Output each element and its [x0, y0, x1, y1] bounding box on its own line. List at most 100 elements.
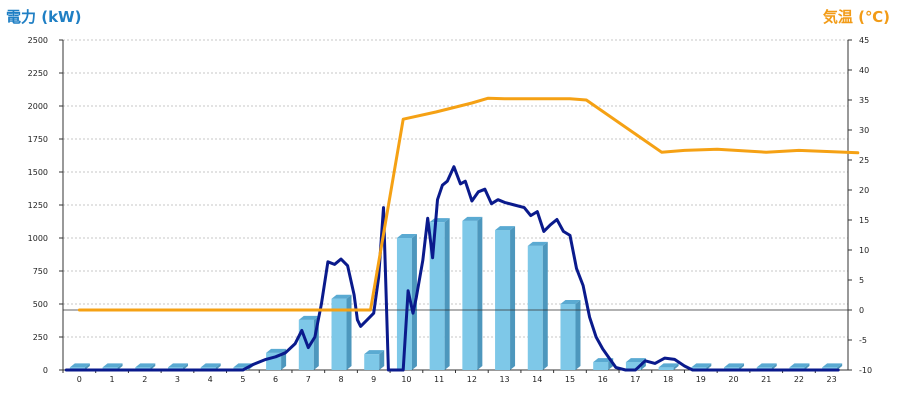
bar-top	[200, 363, 221, 368]
bar	[462, 216, 483, 370]
bar-side	[673, 363, 679, 370]
bar	[364, 350, 385, 370]
bar-front	[593, 362, 609, 370]
x-tick-label: 9	[371, 375, 376, 384]
bar-front	[658, 367, 674, 370]
bar-front	[495, 230, 511, 370]
x-tick-label: 19	[696, 375, 706, 384]
bar	[658, 363, 679, 370]
bar-side	[542, 241, 548, 370]
bar-front	[462, 220, 478, 370]
x-tick-label: 17	[630, 375, 640, 384]
bar-side	[182, 363, 188, 370]
bar-top	[724, 363, 745, 368]
bar-top	[298, 315, 319, 320]
x-tick-label: 14	[532, 375, 542, 384]
x-tick-label: 0	[77, 375, 82, 384]
bar	[429, 218, 450, 370]
x-tick-label: 7	[306, 375, 311, 384]
bar-front	[396, 238, 412, 370]
x-tick-label: 11	[434, 375, 444, 384]
right-tick-label: 15	[859, 216, 869, 225]
bar-top	[462, 216, 483, 221]
bar-top	[822, 363, 843, 368]
bar-top	[102, 363, 123, 368]
x-tick-label: 22	[794, 375, 804, 384]
x-tick-label: 20	[728, 375, 738, 384]
bar-top	[756, 363, 777, 368]
bar-top	[135, 363, 156, 368]
bar-top	[266, 348, 287, 353]
bar	[331, 294, 352, 370]
right-tick-label: 20	[859, 186, 869, 195]
x-tick-label: 21	[761, 375, 771, 384]
bar-side	[346, 294, 352, 370]
x-tick-label: 12	[467, 375, 477, 384]
bar-front	[560, 304, 576, 370]
right-tick-label: 45	[859, 36, 869, 45]
bar-side	[477, 216, 483, 370]
x-tick-label: 23	[827, 375, 837, 384]
left-tick-label: 1750	[28, 135, 48, 144]
left-axis-title: 電力 (kW)	[6, 8, 82, 26]
right-tick-label: -5	[859, 336, 867, 345]
bar	[560, 300, 581, 370]
bar-top	[789, 363, 810, 368]
left-tick-label: 0	[43, 366, 48, 375]
left-tick-label: 500	[33, 300, 48, 309]
bar-side	[706, 363, 712, 370]
x-tick-label: 18	[663, 375, 673, 384]
x-tick-label: 6	[273, 375, 278, 384]
left-tick-label: 750	[33, 267, 48, 276]
bar-side	[84, 363, 90, 370]
left-tick-label: 2000	[28, 102, 48, 111]
temperature-line	[77, 96, 860, 312]
right-tick-label: 40	[859, 66, 869, 75]
bar-top	[364, 350, 385, 355]
x-tick-label: 4	[208, 375, 213, 384]
bar-top	[691, 363, 712, 368]
bar-top	[69, 363, 90, 368]
left-tick-label: 1500	[28, 168, 48, 177]
bar-side	[771, 363, 777, 370]
left-tick-label: 2250	[28, 69, 48, 78]
bar-side	[117, 363, 123, 370]
power-line	[64, 165, 840, 372]
bar-top	[495, 226, 516, 231]
bar-top	[625, 358, 646, 363]
bar-side	[444, 218, 450, 370]
x-tick-label: 1	[110, 375, 115, 384]
bar	[495, 226, 516, 370]
x-tick-label: 5	[240, 375, 245, 384]
x-tick-label: 15	[565, 375, 575, 384]
bar-side	[215, 363, 221, 370]
x-tick-label: 2	[142, 375, 147, 384]
x-tick-label: 13	[499, 375, 509, 384]
bar-front	[364, 354, 380, 370]
bar-side	[837, 363, 843, 370]
bar-side	[804, 363, 810, 370]
bar-side	[379, 350, 385, 370]
right-tick-label: 30	[859, 126, 869, 135]
right-tick-label: -10	[859, 366, 872, 375]
x-tick-label: 16	[598, 375, 608, 384]
bar-front	[331, 298, 347, 370]
bar-side	[575, 300, 581, 370]
left-tick-label: 2500	[28, 36, 48, 45]
bar-top	[331, 294, 352, 299]
bar-front	[527, 245, 543, 370]
right-tick-label: 35	[859, 96, 869, 105]
bar-top	[560, 300, 581, 304]
left-tick-label: 1250	[28, 201, 48, 210]
bar-side	[510, 226, 516, 370]
left-tick-label: 1000	[28, 234, 48, 243]
bar-front	[625, 362, 641, 370]
right-axis-title: 気温 (℃)	[822, 8, 890, 26]
x-tick-label: 10	[401, 375, 411, 384]
x-tick-label: 3	[175, 375, 180, 384]
bar	[298, 315, 319, 370]
bar	[527, 241, 548, 370]
right-tick-label: 10	[859, 246, 869, 255]
x-tick-label: 8	[338, 375, 343, 384]
